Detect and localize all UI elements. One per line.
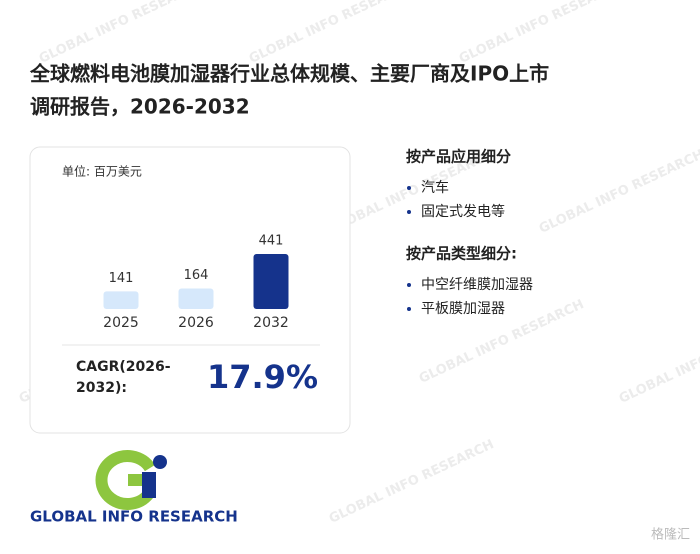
bullet bbox=[407, 283, 411, 287]
x-tick-label: 2025 bbox=[103, 315, 139, 331]
watermark: GLOBAL INFO RESEARCH bbox=[617, 317, 700, 407]
value-label: 141 bbox=[109, 271, 134, 286]
logo-dot bbox=[153, 455, 167, 469]
value-label: 441 bbox=[259, 234, 284, 249]
bullet bbox=[407, 307, 411, 311]
segment-heading: 按产品应用细分 bbox=[406, 148, 511, 166]
bar bbox=[103, 291, 139, 309]
logo-g bbox=[95, 450, 156, 510]
cagr-label: CAGR(2026- bbox=[76, 359, 171, 375]
title-line: 全球燃料电池膜加湿器行业总体规模、主要厂商及IPO上市 bbox=[29, 62, 549, 86]
watermark: GLOBAL INFO RESEARCH bbox=[457, 0, 627, 67]
title-line: 调研报告，2026-2032 bbox=[30, 95, 250, 119]
bar bbox=[178, 288, 214, 309]
cagr-label: 2032): bbox=[76, 380, 127, 396]
bullet bbox=[407, 210, 411, 214]
unit-label: 单位: 百万美元 bbox=[62, 164, 142, 179]
logo: GLOBAL INFO RESEARCH bbox=[30, 450, 238, 526]
bullet bbox=[407, 186, 411, 190]
bar bbox=[253, 254, 289, 309]
logo-i bbox=[142, 472, 156, 498]
cagr-value: 17.9% bbox=[207, 358, 318, 396]
corner-mark: 格隆汇 bbox=[651, 527, 690, 543]
segment-item: 汽车 bbox=[421, 179, 449, 196]
logo-text: GLOBAL INFO RESEARCH bbox=[30, 508, 238, 526]
segment-item: 固定式发电等 bbox=[421, 203, 505, 220]
watermark: GLOBAL INFO RESEARCH bbox=[247, 0, 417, 67]
watermark: GLOBAL INFO RESEARCH bbox=[537, 147, 700, 237]
value-label: 164 bbox=[184, 268, 209, 283]
watermark: GLOBAL INFO RESEARCH bbox=[37, 0, 207, 67]
x-tick-label: 2032 bbox=[253, 315, 289, 331]
watermark: GLOBAL INFO RESEARCH bbox=[327, 437, 497, 527]
segment-item: 中空纤维膜加湿器 bbox=[421, 277, 533, 293]
segment-item: 平板膜加湿器 bbox=[421, 301, 505, 317]
segment-heading: 按产品类型细分: bbox=[406, 245, 517, 263]
x-tick-label: 2026 bbox=[178, 315, 214, 331]
